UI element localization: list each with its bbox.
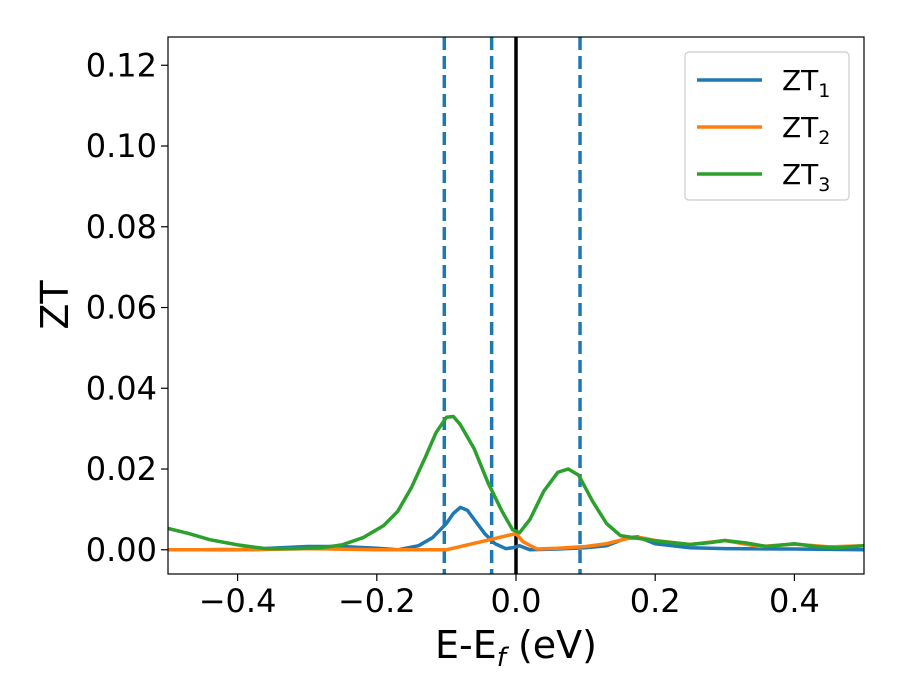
y-tick-label: 0.02 bbox=[86, 450, 157, 488]
y-tick-label: 0.10 bbox=[86, 127, 157, 165]
y-tick-label: 0.06 bbox=[86, 289, 157, 327]
x-axis-label: E-Ef (eV) bbox=[435, 623, 597, 673]
y-tick-label: 0.04 bbox=[86, 369, 157, 407]
x-tick-label: 0.0 bbox=[491, 582, 542, 620]
y-axis: 0.00 0.02 0.04 0.06 0.08 0.10 0.12 bbox=[86, 46, 168, 569]
series-layer bbox=[168, 414, 864, 552]
legend-label: ZT2 bbox=[782, 111, 830, 149]
legend: ZT1 ZT2 ZT3 bbox=[684, 51, 850, 201]
legend-box bbox=[684, 51, 850, 201]
y-tick-label: 0.12 bbox=[86, 46, 157, 84]
x-tick-label: −0.2 bbox=[338, 582, 416, 620]
series-line-zt3 bbox=[168, 414, 864, 551]
x-tick-label: 0.4 bbox=[769, 582, 820, 620]
x-axis: −0.4 −0.2 0.0 0.2 0.4 bbox=[199, 574, 820, 620]
y-axis-label: ZT bbox=[33, 280, 77, 330]
reference-lines bbox=[442, 37, 582, 574]
x-tick-label: −0.4 bbox=[199, 582, 277, 620]
y-tick-label: 0.08 bbox=[86, 208, 157, 246]
y-tick-label: 0.00 bbox=[86, 531, 157, 569]
x-tick-label: 0.2 bbox=[630, 582, 681, 620]
legend-label: ZT1 bbox=[782, 64, 830, 102]
legend-label: ZT3 bbox=[782, 158, 830, 196]
